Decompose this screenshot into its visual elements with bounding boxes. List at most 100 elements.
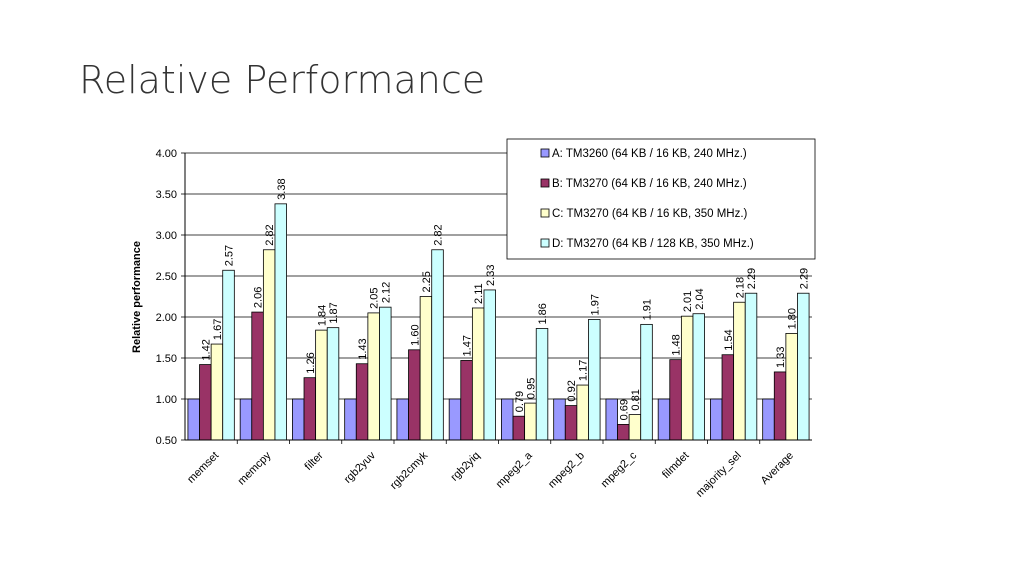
data-label: 0.92 [566,380,578,401]
category-label: rgb2yiq [448,450,482,484]
bar [710,398,723,441]
y-tick-label: 0.50 [156,435,177,447]
bar [199,364,212,441]
category-label: mpeg2_c [599,449,640,490]
category-label: mpeg2_a [494,449,536,491]
data-label: 1.42 [200,339,212,360]
bar [605,398,618,441]
data-label: 2.18 [734,277,746,298]
bar [431,249,444,441]
y-tick-label: 2.50 [156,271,177,283]
bar [553,398,566,441]
bar [588,319,601,441]
legend: A: TM3260 (64 KB / 16 KB, 240 MHz.) B: TM… [506,138,816,260]
legend-entry: B: TM3270 (64 KB / 16 KB, 240 MHz.) [552,178,747,190]
y-tick-label: 3.50 [156,189,177,201]
bar [187,398,200,441]
category-label: majority_sel [694,450,744,500]
data-label: 2.29 [798,268,810,289]
data-label: 1.17 [578,360,590,381]
category-label: rgb2yuv [342,449,379,486]
bar [797,292,810,441]
bar [692,313,705,441]
data-labels: 1.421.67 2.57 2.06 2.82 3.38 1.26 1.84 1.87 1.43… [200,178,810,420]
data-label: 1.60 [409,324,421,345]
y-tick-label: 1.00 [156,394,177,406]
bar [379,306,392,441]
legend-entry: A: TM3260 (64 KB / 16 KB, 240 MHz.) [552,148,747,160]
data-label: 2.82 [433,224,445,245]
bar [733,301,746,441]
legend-swatch [540,208,550,218]
data-label: 0.69 [618,399,630,420]
y-tick-label: 1.50 [156,353,177,365]
category-label: rgb2cmyk [388,449,431,492]
bar [471,307,485,441]
data-label: 1.91 [642,299,654,320]
bar [303,377,317,441]
data-label: 2.57 [224,245,236,266]
bar [524,402,537,441]
y-tick-label: 3.00 [156,230,177,242]
data-label: 1.54 [723,329,735,350]
bar [210,343,224,441]
data-label: 1.84 [316,305,328,326]
bar [460,360,473,441]
legend-entry: D: TM3270 (64 KB / 128 KB, 350 MHz.) [552,238,754,250]
y-axis-title: Relative performance [131,241,143,353]
legend-box [506,138,816,260]
category-label: memset [185,450,221,486]
bars [187,203,810,441]
data-label: 0.79 [514,391,526,412]
bar [326,327,340,441]
bar [564,405,578,441]
category-label: mpeg2_b [546,450,587,491]
bar [762,398,775,441]
bar [657,398,671,441]
bar [448,398,462,441]
bar [669,359,682,441]
legend-entry: C: TM3270 (64 KB / 16 KB, 350 MHz.) [552,208,748,220]
data-label: 2.82 [264,224,276,245]
data-label: 1.67 [212,319,224,340]
bar [239,398,253,441]
category-label: filmdet [660,450,691,481]
data-label: 1.33 [775,347,787,368]
bar [344,398,357,441]
bar [292,398,305,441]
bar [501,398,514,441]
bar [222,269,235,441]
y-tick-label: 2.00 [156,312,177,324]
data-label: 1.48 [671,334,683,355]
category-label: memcpy [236,449,274,487]
data-label: 1.97 [589,294,601,315]
bar [315,329,328,441]
data-label: 2.12 [380,282,392,303]
bar [773,371,787,441]
bar [355,363,369,441]
bar [785,332,798,441]
data-label: 1.26 [305,352,317,373]
legend-swatch [540,178,550,188]
bar [408,349,421,441]
data-label: 2.06 [253,287,265,308]
bar [576,384,589,441]
y-tick-label: 4.00 [156,148,177,160]
data-label: 3.38 [276,178,288,199]
category-labels: memset memcpy filter rgb2yuv rgb2cmyk rgb2yiq… [185,449,796,500]
bar [628,414,642,441]
bar [512,415,526,441]
data-label: 1.43 [357,338,369,359]
bar [419,296,433,441]
data-label: 0.81 [630,389,642,410]
bar [721,354,735,441]
legend-swatch [540,238,550,248]
data-label: 1.86 [537,303,549,324]
data-label: 2.29 [746,268,758,289]
bar [396,398,409,441]
bar [262,249,276,441]
bar [680,315,694,441]
data-label: 2.25 [421,271,433,292]
data-label: 0.95 [525,378,537,399]
bar [744,292,758,441]
